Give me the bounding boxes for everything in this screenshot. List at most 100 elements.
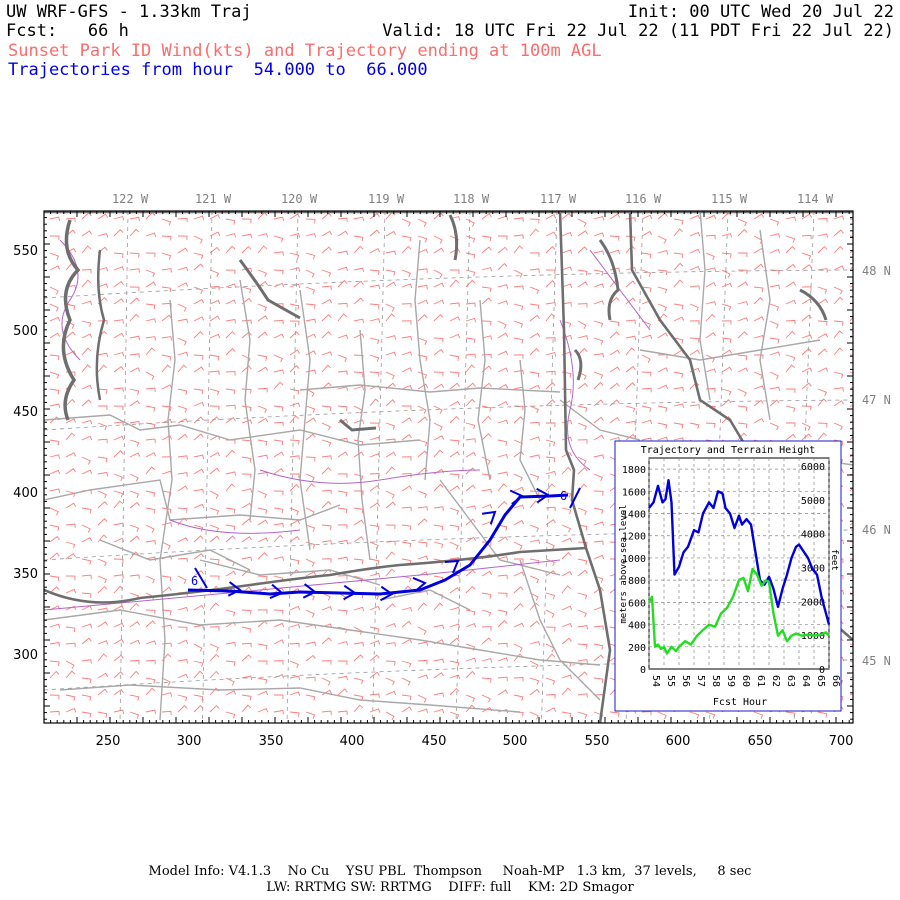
trajectory-subtitle: Trajectories from hour 54.000 to 66.000 — [8, 60, 428, 80]
wind-barb — [49, 439, 60, 446]
wind-barb — [705, 267, 717, 272]
wind-barb — [593, 320, 604, 328]
wind-barb — [353, 297, 364, 305]
wind-barb — [337, 688, 348, 696]
wind-barb — [145, 609, 156, 615]
wind-barb — [417, 314, 428, 322]
lakes — [238, 214, 828, 432]
wind-barb — [401, 620, 412, 628]
wind-barb — [689, 214, 701, 220]
wind-barb — [417, 490, 427, 499]
wind-barb — [193, 454, 204, 460]
wind-barb — [577, 541, 588, 547]
wind-barb — [497, 262, 508, 271]
wind-barb — [145, 281, 157, 288]
wind-barb — [97, 711, 108, 718]
wind-barb — [113, 351, 125, 357]
inset-y-right-tick-label: 4000 — [801, 530, 825, 541]
wind-barb — [577, 456, 587, 465]
wind-barb — [417, 694, 427, 703]
wind-barb — [161, 314, 172, 322]
wind-barb — [321, 501, 332, 509]
wind-barb — [225, 348, 236, 356]
wind-barb — [177, 472, 188, 477]
wind-barb — [97, 490, 107, 499]
wind-barb — [385, 422, 396, 430]
wind-barb — [129, 286, 140, 292]
wind-barb — [465, 218, 475, 227]
wind-barb — [449, 587, 460, 594]
wind-barb — [321, 489, 332, 495]
wind-barb — [161, 286, 172, 293]
inset-y-left-axis-label: meters above sea level — [619, 504, 629, 623]
wind-barb — [449, 316, 461, 322]
wind-barb — [81, 637, 92, 645]
wind-barb — [481, 320, 492, 326]
trajectory-arrowhead — [509, 489, 524, 505]
wind-barb — [257, 552, 268, 560]
wind-barb — [513, 303, 524, 311]
wind-barb — [289, 233, 301, 238]
wind-barb — [577, 335, 589, 340]
wind-barb — [305, 507, 315, 516]
wind-barb — [353, 558, 364, 565]
wind-barb — [481, 286, 492, 293]
wind-barb — [465, 269, 476, 277]
wind-barb — [497, 439, 508, 446]
wind-barb — [49, 535, 60, 543]
wind-barb — [481, 541, 492, 547]
lake-chelan — [238, 259, 301, 320]
wind-barb — [593, 352, 604, 358]
wind-barb — [753, 263, 764, 271]
wind-barb — [817, 367, 829, 373]
wind-barb — [385, 524, 396, 530]
county-line — [519, 559, 601, 701]
wind-barb — [657, 250, 669, 255]
wind-barb — [561, 490, 572, 498]
wind-barb — [385, 281, 397, 288]
y-tick-label: 500 — [13, 324, 38, 339]
wind-barb — [337, 313, 347, 322]
wind-barb — [529, 677, 540, 685]
wind-barb — [113, 585, 124, 594]
wind-barb — [721, 388, 732, 396]
wind-barb — [273, 507, 284, 514]
wind-barb — [97, 501, 108, 509]
wind-barb — [497, 536, 508, 543]
wind-barb — [369, 558, 380, 565]
wind-barb — [433, 269, 443, 278]
wind-barb — [161, 354, 172, 361]
wind-barb — [81, 300, 93, 306]
wind-barb — [305, 433, 316, 441]
county-line — [519, 359, 541, 501]
wind-barb — [65, 217, 76, 223]
wind-barb — [337, 640, 349, 646]
wind-barb — [161, 435, 173, 441]
wind-barb — [625, 319, 636, 325]
wind-barb — [417, 659, 428, 665]
wind-barb — [177, 517, 188, 526]
wind-barb — [273, 709, 284, 715]
wind-barb — [849, 316, 853, 322]
wind-barb — [49, 575, 60, 582]
wind-barb — [209, 653, 220, 662]
wind-barb — [129, 313, 140, 322]
wind-barb — [513, 519, 525, 526]
wind-barb — [193, 235, 203, 244]
wind-barb — [513, 473, 523, 482]
meridian-line — [202, 211, 213, 723]
wind-barb — [609, 249, 621, 255]
wind-barb — [65, 468, 76, 475]
wind-barb — [129, 524, 139, 532]
x-tick-label: 700 — [829, 734, 854, 749]
wind-barb — [593, 300, 605, 305]
wind-barb — [305, 609, 315, 618]
wind-barb — [529, 688, 540, 696]
wind-barb — [641, 286, 652, 293]
wind-barb — [433, 708, 445, 714]
wind-barb — [337, 575, 348, 580]
wind-barb — [193, 694, 204, 701]
wind-barb — [817, 298, 828, 305]
wind-barb — [417, 218, 427, 227]
wind-barb — [129, 335, 140, 341]
